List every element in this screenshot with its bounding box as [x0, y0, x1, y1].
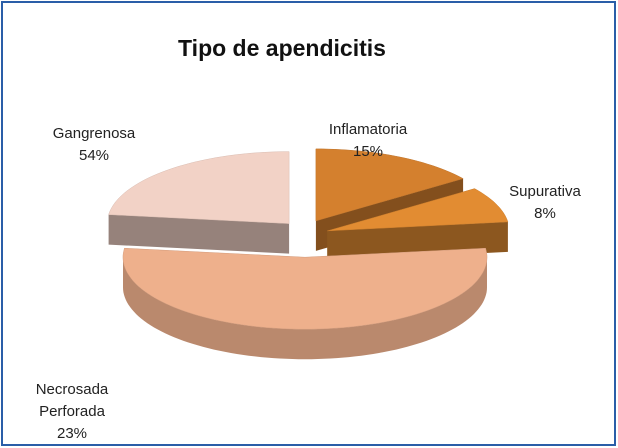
value-label: 23% — [57, 425, 87, 442]
data-label: Supurativa 8% — [509, 183, 581, 222]
chart-title: Tipo de apendicitis — [178, 35, 386, 61]
slice-top — [122, 247, 488, 330]
category-label: Inflamatoria — [329, 121, 408, 138]
slice-cut-face — [108, 214, 290, 254]
value-label: 8% — [534, 205, 556, 222]
slice-top — [327, 188, 509, 232]
slice-top — [108, 151, 290, 224]
slice — [122, 247, 488, 360]
data-label: Gangrenosa 54% — [53, 125, 136, 164]
data-label: Inflamatoria 15% — [329, 121, 408, 160]
category-label: Gangrenosa — [53, 125, 136, 142]
category-label: Necrosada Perforada — [36, 381, 109, 420]
category-label: Supurativa — [509, 183, 581, 200]
slice-wall — [123, 257, 487, 360]
slice-top — [315, 148, 464, 222]
value-label: 54% — [79, 147, 109, 164]
data-label: Necrosada Perforada 23% — [36, 381, 109, 442]
slice — [108, 151, 290, 254]
value-label: 15% — [353, 143, 383, 160]
